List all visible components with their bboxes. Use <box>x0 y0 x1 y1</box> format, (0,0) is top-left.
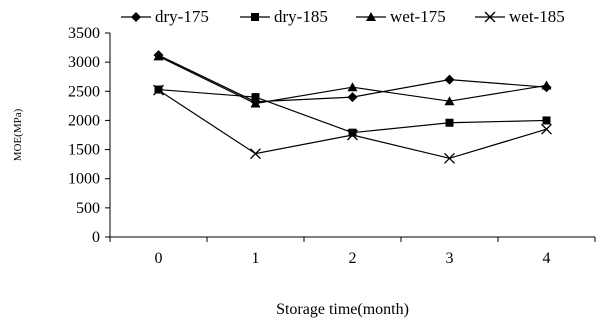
data-point-wet-185 <box>153 84 164 96</box>
data-point-dry-185 <box>542 116 551 125</box>
x-tick-label: 3 <box>446 250 454 267</box>
data-point-dry-175 <box>347 92 358 103</box>
x-ticks: 0 1 2 3 4 <box>109 237 596 267</box>
legend-marker <box>131 12 141 22</box>
legend-label: dry-175 <box>155 7 209 26</box>
data-point-wet-185 <box>347 129 358 141</box>
y-tick-label: 3000 <box>68 54 100 71</box>
data-point-dry-185 <box>445 118 454 127</box>
series-wet-175 <box>153 51 552 108</box>
data-point-dry-175 <box>444 74 455 85</box>
legend-marker <box>366 12 376 21</box>
y-ticks: 0 500 1000 1500 2000 2500 3000 3500 <box>68 25 110 246</box>
legend-item-dry-175: dry-175 <box>121 7 209 26</box>
y-tick-label: 0 <box>92 229 100 246</box>
y-tick-label: 1500 <box>68 142 100 159</box>
series-group <box>153 50 552 164</box>
data-point-dry-185 <box>348 128 357 137</box>
x-tick-label: 1 <box>252 250 260 267</box>
x-tick-label: 4 <box>543 250 551 267</box>
data-point-wet-175 <box>153 51 164 61</box>
data-point-wet-185 <box>444 152 455 164</box>
x-tick-label: 0 <box>155 250 163 267</box>
data-point-wet-185 <box>250 148 261 160</box>
data-point-wet-185 <box>541 123 552 135</box>
plot-area: 0 500 1000 1500 2000 2500 3000 3500 0 1 2 3 4 <box>68 25 596 267</box>
y-tick-label: 2000 <box>68 112 100 129</box>
legend-label: wet-185 <box>509 7 565 26</box>
x-axis-label: Storage time(month) <box>276 301 409 318</box>
y-tick-label: 3500 <box>68 25 100 42</box>
y-tick-label: 2500 <box>68 83 100 100</box>
data-point-wet-175 <box>444 96 455 106</box>
legend-label: dry-185 <box>274 7 328 26</box>
y-tick-label: 1000 <box>68 171 100 188</box>
y-axis-label: MOE(MPa) <box>12 108 24 161</box>
legend: dry-175 dry-185 wet-175 wet-185 <box>121 7 565 26</box>
legend-item-wet-175: wet-175 <box>356 7 446 26</box>
data-point-wet-175 <box>347 82 358 92</box>
data-point-wet-175 <box>250 98 261 108</box>
legend-label: wet-175 <box>390 7 446 26</box>
data-point-dry-185 <box>251 93 260 102</box>
legend-marker <box>484 11 496 23</box>
legend-item-wet-185: wet-185 <box>475 7 565 26</box>
x-tick-label: 2 <box>349 250 357 267</box>
series-wet-185 <box>153 84 552 164</box>
data-point-wet-175 <box>541 80 552 90</box>
legend-item-dry-185: dry-185 <box>240 7 328 26</box>
y-tick-label: 500 <box>76 200 100 217</box>
series-dry-175 <box>153 50 552 107</box>
legend-marker <box>251 13 259 21</box>
